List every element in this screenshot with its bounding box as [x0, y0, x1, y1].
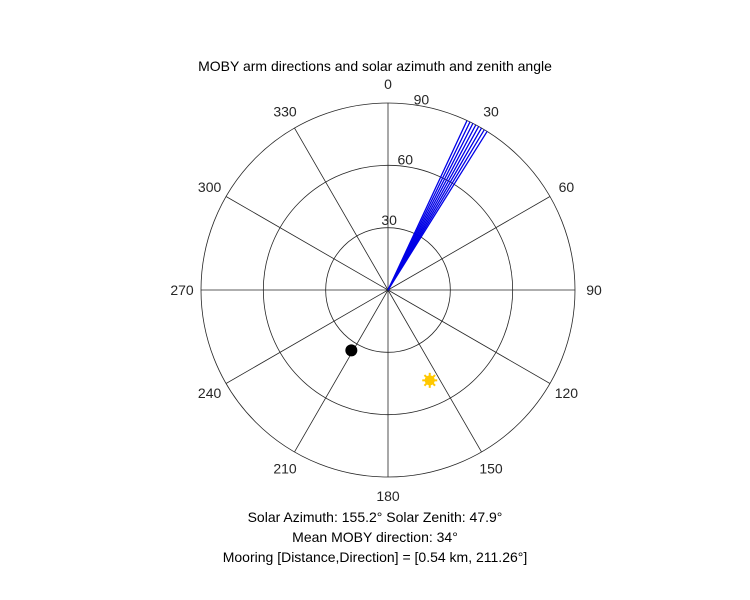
radial-tick-label: 90: [414, 91, 430, 107]
angle-tick-label: 300: [198, 179, 222, 195]
angular-grid-line: [225, 289, 389, 384]
angle-tick-label: 150: [479, 460, 503, 476]
angular-grid-line: [387, 196, 551, 291]
angle-tick-label: 270: [170, 282, 194, 298]
angle-tick-label: 30: [483, 104, 499, 120]
sun-marker: [422, 372, 438, 388]
angular-grid-line: [294, 289, 389, 453]
angle-tick-label: 330: [273, 104, 297, 120]
mooring-marker: [345, 344, 358, 357]
radial-tick-label: 30: [381, 212, 397, 228]
angle-tick-label: 60: [559, 179, 575, 195]
chart-title: MOBY arm directions and solar azimuth an…: [198, 58, 552, 74]
angular-grid-line: [225, 196, 389, 291]
angular-grid-line: [387, 289, 551, 384]
angle-tick-label: 210: [273, 460, 297, 476]
mooring-info-text: Mooring [Distance,Direction] = [0.54 km,…: [222, 549, 528, 565]
moby-arm-line: [387, 131, 488, 291]
polar-data: [345, 120, 488, 388]
polar-grid: [200, 102, 576, 478]
polar-labels: 0 30 60 90 120 150 180 210 240 270 300 330 30 60 90: [170, 76, 602, 504]
angle-tick-label: 120: [555, 385, 579, 401]
angle-tick-label: 0: [384, 76, 392, 92]
sun-core: [424, 375, 435, 386]
angle-tick-label: 90: [586, 282, 602, 298]
angle-tick-label: 180: [376, 488, 400, 504]
angle-tick-label: 240: [198, 385, 222, 401]
angular-grid-line: [387, 289, 482, 453]
radial-tick-label: 60: [397, 152, 413, 168]
mean-moby-direction-text: Mean MOBY direction: 34°: [292, 529, 458, 545]
solar-info-text: Solar Azimuth: 155.2° Solar Zenith: 47.9…: [247, 509, 503, 525]
angular-grid-line: [294, 127, 389, 291]
